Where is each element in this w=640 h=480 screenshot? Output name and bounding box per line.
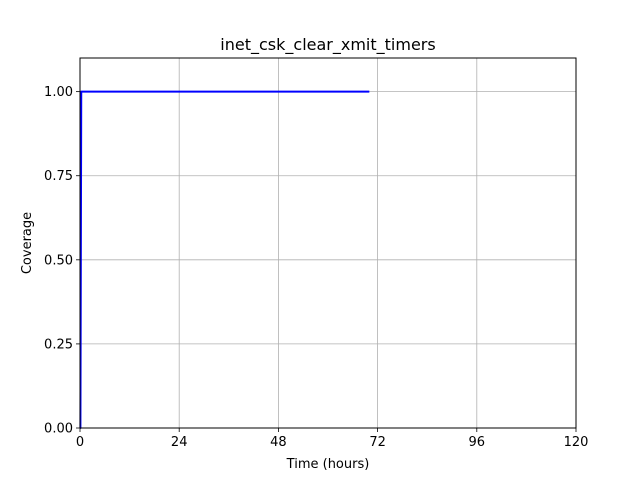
x-axis-label: Time (hours) bbox=[286, 457, 370, 472]
x-tick-label: 0 bbox=[76, 435, 84, 450]
y-axis-label: Coverage bbox=[20, 212, 35, 274]
x-tick-label: 120 bbox=[564, 435, 589, 450]
x-tick-label: 48 bbox=[270, 435, 287, 450]
y-tick-label: 0.00 bbox=[44, 422, 73, 437]
x-tick-label: 96 bbox=[469, 435, 486, 450]
y-tick-label: 0.25 bbox=[44, 337, 73, 352]
x-tick-label: 24 bbox=[171, 435, 188, 450]
y-tick-label: 0.50 bbox=[44, 253, 73, 268]
x-axis: 0 24 48 72 96 120 bbox=[76, 428, 589, 450]
chart-title: inet_csk_clear_xmit_timers bbox=[220, 35, 435, 55]
x-tick-label: 72 bbox=[369, 435, 386, 450]
y-tick-label: 0.75 bbox=[44, 169, 73, 184]
y-tick-label: 1.00 bbox=[44, 85, 73, 100]
plot-area-frame bbox=[79, 57, 577, 429]
y-axis: 0.00 0.25 0.50 0.75 1.00 bbox=[44, 85, 80, 437]
